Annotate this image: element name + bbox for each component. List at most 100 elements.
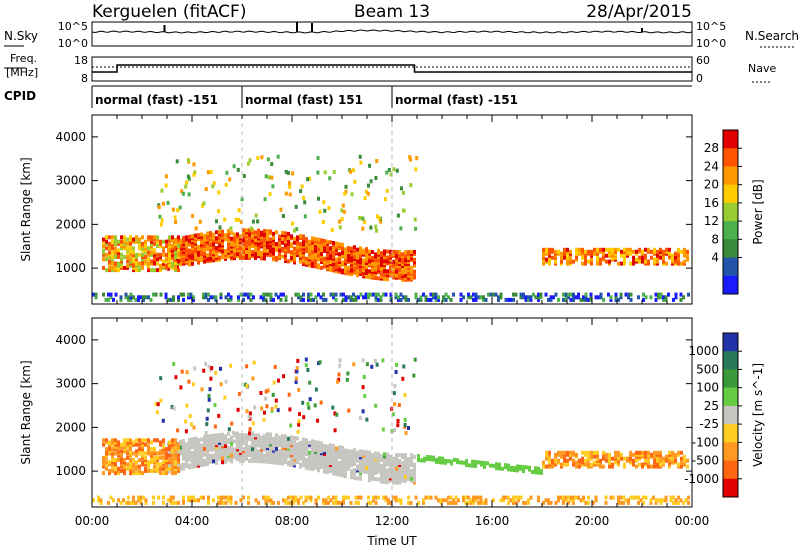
power-cell <box>224 233 227 238</box>
power-cell <box>395 168 399 173</box>
vel-cell <box>407 457 410 462</box>
vel-cell <box>404 453 407 458</box>
power-cell <box>215 230 218 235</box>
power-cell <box>477 295 480 300</box>
vel-cell <box>147 447 150 452</box>
vel-cell <box>449 500 453 505</box>
power-cell <box>177 268 180 273</box>
power-colorbar-label: 4 <box>711 251 719 265</box>
vel-cell <box>137 495 140 500</box>
power-cell <box>171 244 174 249</box>
power-cell <box>137 295 140 300</box>
vel-cell <box>159 442 162 447</box>
vel-cell <box>674 452 677 457</box>
vel-cell <box>410 472 413 477</box>
power-cell <box>248 158 252 163</box>
power-cell <box>147 257 150 262</box>
vel-cell <box>452 498 455 503</box>
vel-cell <box>444 498 448 503</box>
power-cell <box>171 255 174 259</box>
vel-cell <box>513 466 516 471</box>
power-cell <box>269 295 273 300</box>
power-cell <box>397 295 400 300</box>
power-cell <box>156 235 159 240</box>
vel-cell <box>138 451 141 456</box>
vel-cell <box>407 466 410 471</box>
vel-cell <box>212 433 215 438</box>
power-cell <box>202 201 206 206</box>
power-cell <box>94 295 98 300</box>
vel-cell <box>123 468 126 473</box>
power-cell <box>172 295 175 300</box>
power-cell <box>299 241 302 246</box>
power-cell <box>635 257 638 262</box>
power-cell <box>111 239 114 244</box>
power-cell <box>335 257 338 262</box>
vel-cell <box>557 458 560 463</box>
vel-cell <box>447 459 450 464</box>
power-colorbar-frame <box>722 129 739 295</box>
power-cell <box>168 235 171 240</box>
vel-cell <box>629 495 633 500</box>
vel-cell <box>251 421 255 426</box>
power-cell <box>275 242 278 246</box>
vel-cell <box>479 500 483 505</box>
power-cell <box>192 172 196 177</box>
power-cell <box>329 267 332 272</box>
vel-cell <box>399 498 403 503</box>
power-cell <box>311 250 314 255</box>
power-cell <box>129 261 132 266</box>
vel-cell <box>296 452 299 457</box>
power-cell <box>171 261 174 266</box>
vel-cell <box>212 447 215 452</box>
power-cell <box>228 177 232 182</box>
power-cell <box>144 239 147 244</box>
vel-cell <box>581 456 584 461</box>
vel-cell <box>162 438 165 443</box>
vel-cell <box>205 422 209 427</box>
power-cell <box>353 245 356 250</box>
vel-cell <box>257 459 260 464</box>
vel-cell <box>349 500 353 505</box>
vel-cell <box>159 398 163 403</box>
power-cell <box>152 292 155 297</box>
power-cell <box>206 231 209 236</box>
vel-cell <box>129 453 132 458</box>
vel-cell <box>566 450 569 455</box>
power-cell <box>174 255 177 259</box>
vel-cell <box>294 376 298 381</box>
vel-cell <box>296 429 300 434</box>
vel-cell <box>395 466 398 471</box>
vel-cell <box>590 462 593 467</box>
power-cell <box>494 292 498 297</box>
power-cell <box>293 246 296 251</box>
power-cell <box>407 297 410 302</box>
vel-cell <box>229 498 233 503</box>
vel-cell <box>517 498 520 503</box>
vel-cell <box>338 445 341 450</box>
vel-cell <box>389 500 393 505</box>
power-cell <box>363 196 367 200</box>
power-cell <box>562 292 565 297</box>
vel-cell <box>141 438 144 443</box>
power-cell <box>164 295 168 300</box>
vel-cell <box>99 500 103 505</box>
vel-cell <box>162 500 165 505</box>
vel-cell <box>410 453 413 458</box>
vel-cell <box>322 498 325 503</box>
vel-cell <box>139 500 143 505</box>
power-cell <box>270 175 274 180</box>
vel-data-cells <box>92 357 690 505</box>
vel-cell <box>584 462 587 467</box>
vel-colorbar-segment <box>723 442 738 462</box>
vel-cell <box>674 498 678 503</box>
vel-cell <box>509 498 513 503</box>
power-cell <box>379 297 383 302</box>
power-cell <box>548 251 551 256</box>
vel-cell <box>462 495 465 500</box>
power-cell <box>305 256 308 261</box>
vel-cell <box>257 500 260 505</box>
power-cell <box>297 292 300 297</box>
vel-cell <box>141 444 144 449</box>
power-cell <box>236 244 239 249</box>
